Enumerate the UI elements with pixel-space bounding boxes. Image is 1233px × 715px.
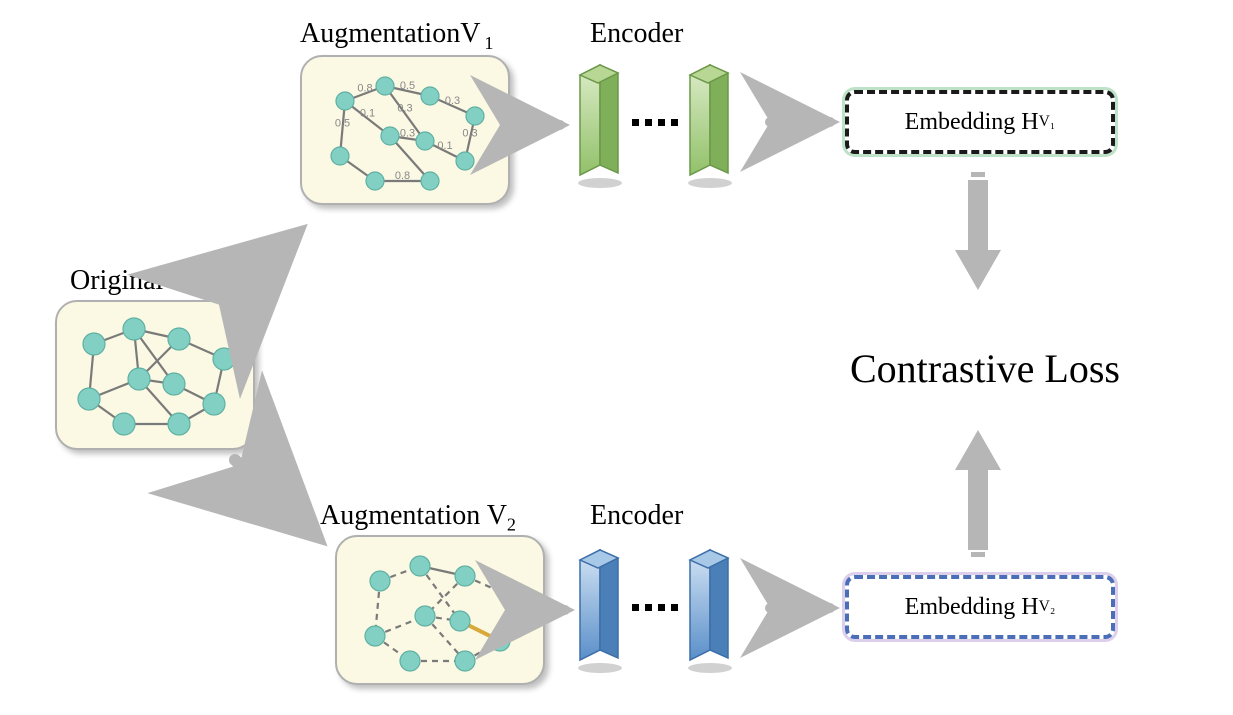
arrows-layer: [0, 0, 1233, 715]
